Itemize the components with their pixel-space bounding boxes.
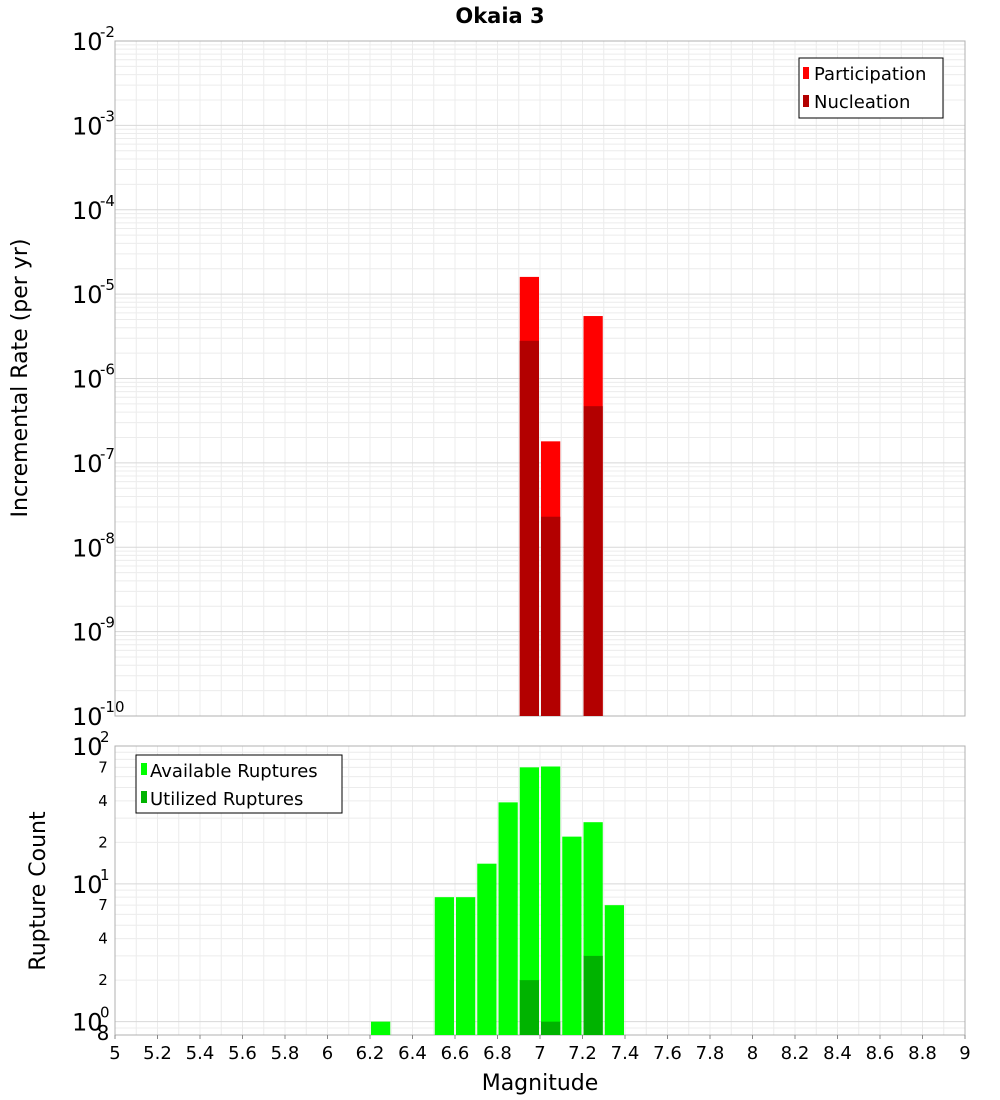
y-tick-label: 10	[72, 1009, 103, 1037]
bar-available-ruptures-6.25	[371, 1021, 391, 1035]
x-tick-label: 5.6	[228, 1043, 257, 1064]
count-legend-box	[135, 754, 343, 814]
y-tick-exponent: 1	[100, 866, 110, 884]
bar-utilized-ruptures-7.25	[583, 955, 603, 1035]
x-axis-label: Magnitude	[482, 1071, 599, 1096]
x-tick-label: 8.2	[781, 1043, 810, 1064]
count-bars	[371, 766, 624, 1035]
y-minor-tick-label: 8	[97, 1021, 110, 1045]
x-tick-label: 8.8	[908, 1043, 937, 1064]
y-minor-tick-label: 2	[98, 833, 108, 851]
x-tick-label: 5.4	[186, 1043, 215, 1064]
legend-swatch-available	[141, 763, 147, 775]
x-tick-label: 8.4	[823, 1043, 852, 1064]
chart-title: Okaia 3	[455, 4, 544, 28]
y-minor-tick-label: 4	[98, 930, 108, 948]
x-tick-label: 5.8	[271, 1043, 300, 1064]
y-tick-label: 10	[72, 112, 103, 140]
legend-label-nucleation: Nucleation	[814, 92, 910, 113]
legend-label-participation: Participation	[814, 64, 926, 85]
y-tick-exponent: -5	[100, 276, 115, 294]
legend-swatch-utilized	[141, 791, 147, 803]
y-tick-exponent: -4	[100, 192, 115, 210]
y-tick-label: 10	[72, 703, 103, 731]
x-tick-label: 8.6	[866, 1043, 895, 1064]
y-minor-tick-label: 4	[98, 792, 108, 810]
x-tick-label: 7.4	[611, 1043, 640, 1064]
y-tick-label: 10	[72, 733, 103, 761]
y-tick-label: 10	[72, 366, 103, 394]
legend-swatch-participation	[803, 67, 809, 79]
y-minor-tick-label: 7	[98, 896, 108, 914]
x-tick-label: 7.8	[696, 1043, 725, 1064]
rate-y-axis-label: Incremental Rate (per yr)	[8, 239, 33, 518]
x-tick-label: 7	[534, 1043, 545, 1064]
y-tick-label: 10	[72, 197, 103, 225]
legend-swatch-nucleation	[803, 95, 809, 107]
y-tick-exponent: -7	[100, 445, 115, 463]
y-tick-exponent: -6	[100, 361, 115, 379]
x-tick-label: 9	[959, 1043, 970, 1064]
y-tick-exponent: 2	[100, 728, 110, 746]
y-tick-exponent: -10	[100, 698, 125, 716]
y-tick-exponent: -2	[100, 23, 115, 41]
x-tick-label: 6.6	[441, 1043, 470, 1064]
y-tick-exponent: -8	[100, 529, 115, 547]
bar-available-ruptures-6.55	[434, 897, 454, 1035]
legend-label-utilized: Utilized Ruptures	[150, 789, 303, 810]
bar-utilized-ruptures-7.05	[541, 1021, 561, 1035]
bar-available-ruptures-6.85	[498, 802, 518, 1035]
y-tick-label: 10	[72, 871, 103, 899]
x-tick-label: 5	[109, 1043, 120, 1064]
y-tick-exponent: -9	[100, 614, 115, 632]
count-x-ticks: 5 5.2 5.4 5.6 5.8 6 6.2 6.4 6.6 6.8 7 7.2 7.4 7.6 7.8 8…	[109, 1035, 971, 1064]
bar-available-ruptures-6.75	[477, 863, 497, 1035]
bar-available-ruptures-6.95	[519, 767, 539, 1035]
x-tick-label: 6.8	[483, 1043, 512, 1064]
x-tick-label: 6	[322, 1043, 333, 1064]
x-tick-label: 7.6	[653, 1043, 682, 1064]
y-tick-exponent: -3	[100, 107, 115, 125]
rate-plot-grid	[114, 41, 966, 717]
rate-bars	[519, 276, 603, 716]
x-tick-label: 5.2	[143, 1043, 172, 1064]
count-y-axis-label: Rupture Count	[26, 811, 51, 971]
y-tick-label: 10	[72, 450, 103, 478]
legend-label-available: Available Ruptures	[150, 761, 318, 782]
x-tick-label: 7.2	[568, 1043, 597, 1064]
y-tick-label: 10	[72, 281, 103, 309]
y-tick-exponent: 0	[100, 1004, 110, 1022]
bar-nucleation-6.95	[519, 340, 539, 716]
y-tick-label: 10	[72, 619, 103, 647]
x-tick-label: 6.4	[398, 1043, 427, 1064]
bar-nucleation-7.05	[541, 516, 561, 716]
y-tick-label: 10	[72, 28, 103, 56]
x-tick-label: 6.2	[356, 1043, 385, 1064]
x-tick-label: 8	[747, 1043, 758, 1064]
count-legend: Available Ruptures Utilized Ruptures	[135, 754, 343, 814]
bar-available-ruptures-7.05	[541, 766, 561, 1035]
bar-nucleation-7.25	[583, 406, 603, 716]
rate-legend: Participation Nucleation	[798, 57, 944, 119]
bar-available-ruptures-7.15	[562, 836, 582, 1035]
bar-available-ruptures-7.35	[604, 905, 624, 1035]
y-tick-label: 10	[72, 534, 103, 562]
y-minor-tick-label: 7	[98, 758, 108, 776]
bar-utilized-ruptures-6.95	[519, 980, 539, 1035]
y-minor-tick-label: 2	[98, 971, 108, 989]
bar-available-ruptures-6.65	[456, 897, 476, 1035]
rate-legend-box	[798, 57, 944, 119]
rate-plot-frame	[114, 40, 966, 717]
